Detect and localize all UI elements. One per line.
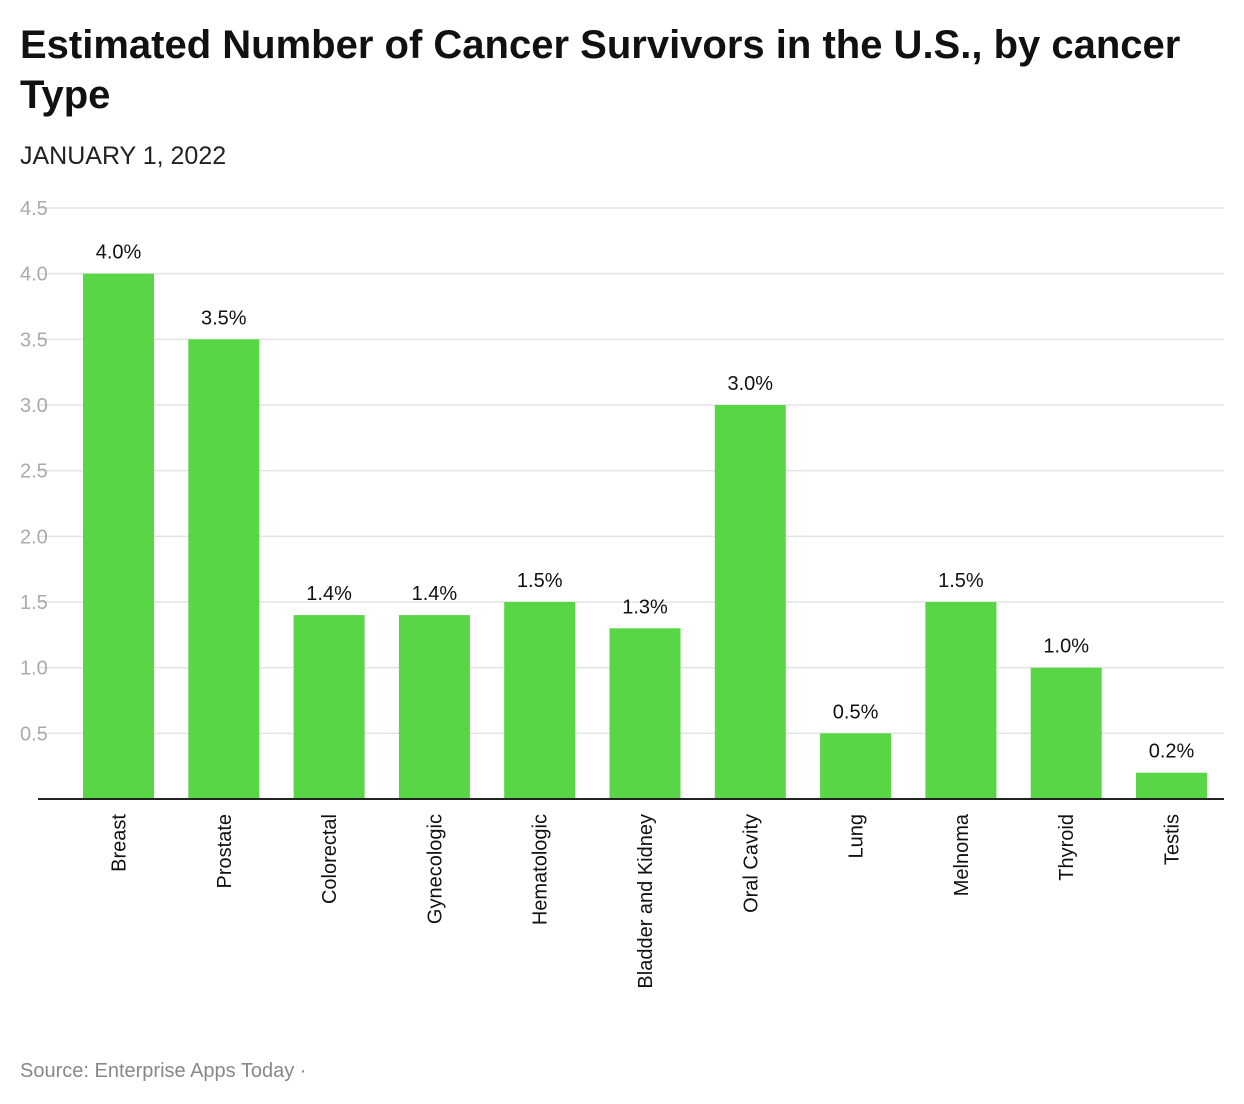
data-label: 1.4%	[412, 583, 458, 605]
data-label: 1.0%	[1043, 636, 1089, 658]
x-category-label: Breast	[109, 814, 131, 872]
y-tick-label: 4.5	[20, 198, 48, 220]
x-category-label: Hematologic	[530, 814, 552, 925]
bars	[83, 273, 1207, 799]
x-category-label: Testis	[1162, 814, 1184, 865]
bar	[714, 405, 786, 799]
data-label: 1.5%	[517, 570, 563, 592]
y-tick-label: 2.0	[20, 526, 48, 548]
chart-title: Estimated Number of Cancer Survivors in …	[20, 23, 1181, 117]
y-tick-label: 2.5	[20, 461, 48, 483]
bar	[1030, 667, 1102, 799]
data-label: 3.0%	[728, 373, 774, 395]
y-tick-label: 0.5	[20, 723, 48, 745]
x-category-label: Oral Cavity	[740, 814, 762, 913]
data-label: 1.4%	[306, 583, 352, 605]
x-category-label: Lung	[846, 814, 868, 859]
data-label: 1.5%	[938, 570, 984, 592]
bar	[925, 602, 997, 799]
x-axis-categories: Breast Prostate Colorectal Gynecologic Hemat…	[109, 813, 1184, 988]
x-category-label: Bladder and Kidney	[635, 814, 657, 989]
bar	[293, 615, 365, 799]
source-note: Source: Enterprise Apps Today ·	[20, 1060, 307, 1082]
x-category-label: Colorectal	[319, 814, 341, 904]
y-tick-label: 3.5	[20, 329, 48, 351]
bar	[398, 615, 470, 799]
data-label: 4.0%	[96, 242, 142, 264]
data-label: 3.5%	[201, 307, 247, 329]
data-label: 0.2%	[1149, 741, 1195, 763]
y-tick-label: 1.5	[20, 592, 48, 614]
x-category-label: Prostate	[214, 814, 236, 888]
y-tick-label: 1.0	[20, 658, 48, 680]
y-tick-label: 3.0	[20, 395, 48, 417]
bar	[820, 733, 892, 799]
x-category-label: Gynecologic	[424, 814, 446, 924]
bar	[188, 339, 260, 799]
y-tick-label: 4.0	[20, 264, 48, 286]
bar	[1136, 772, 1207, 799]
data-label: 0.5%	[833, 701, 879, 723]
chart-subtitle: JANUARY 1, 2022	[20, 142, 227, 170]
x-category-label: Melnoma	[951, 813, 973, 896]
x-category-label: Thyroid	[1056, 814, 1078, 881]
bar	[83, 273, 154, 799]
data-labels: 4.0% 3.5% 1.4% 1.4% 1.5% 1.3% 3.0% 0.5% 1.5% 1.0%…	[96, 242, 1195, 763]
bar	[609, 628, 681, 799]
bar	[504, 602, 576, 799]
y-axis-ticks: 0.5 1.0 1.5 2.0 2.5 3.0 3.5 4.0 4.5	[20, 198, 48, 745]
data-label: 1.3%	[622, 596, 668, 618]
